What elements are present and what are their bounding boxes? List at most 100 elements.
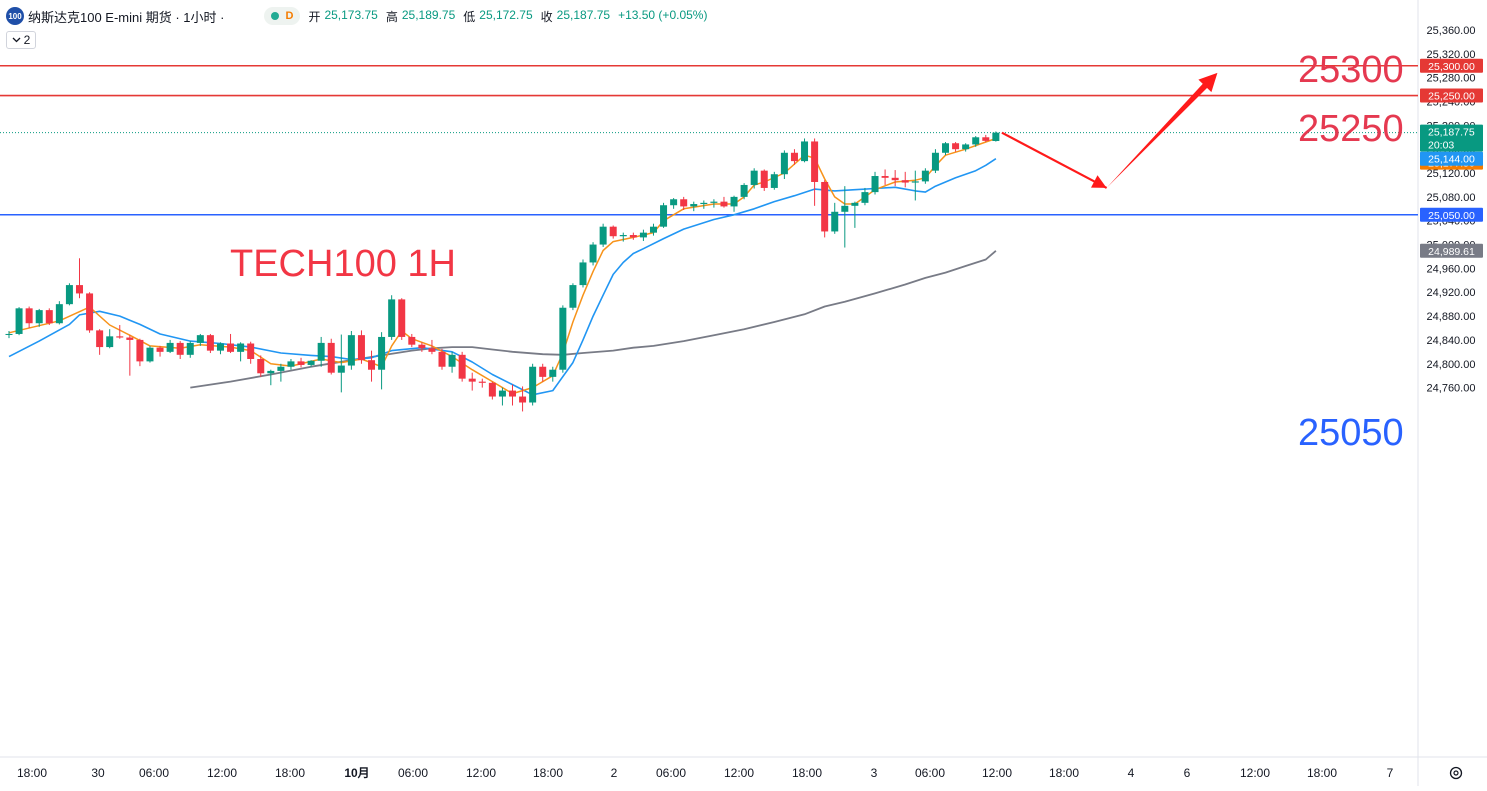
candle[interactable] xyxy=(760,169,768,191)
candle[interactable] xyxy=(589,242,597,266)
candle[interactable] xyxy=(942,142,950,156)
candle[interactable] xyxy=(196,333,204,346)
candle[interactable] xyxy=(579,259,587,288)
annotation-25250[interactable]: 25250 xyxy=(1298,108,1404,150)
candle[interactable] xyxy=(498,387,506,406)
projection-down-arrow[interactable] xyxy=(1001,131,1108,189)
candle[interactable] xyxy=(790,149,798,165)
candle[interactable] xyxy=(388,295,396,340)
candle[interactable] xyxy=(35,308,43,327)
candle[interactable] xyxy=(911,170,919,201)
candle[interactable] xyxy=(478,378,486,388)
candle[interactable] xyxy=(106,329,114,349)
candle[interactable] xyxy=(216,342,224,355)
candle[interactable] xyxy=(559,305,567,373)
candle[interactable] xyxy=(468,372,476,391)
candle[interactable] xyxy=(146,345,154,363)
candle[interactable] xyxy=(297,357,305,368)
candle[interactable] xyxy=(227,333,235,354)
candle[interactable] xyxy=(65,283,73,306)
candle[interactable] xyxy=(811,138,819,206)
candle[interactable] xyxy=(448,351,456,373)
candle[interactable] xyxy=(931,149,939,174)
candle[interactable] xyxy=(660,202,668,228)
candle[interactable] xyxy=(428,339,436,355)
candle[interactable] xyxy=(75,258,83,299)
candle[interactable] xyxy=(368,350,376,382)
ema-slow-line[interactable] xyxy=(190,250,997,389)
candle[interactable] xyxy=(156,345,164,357)
candle[interactable] xyxy=(287,358,295,370)
candle[interactable] xyxy=(529,363,537,406)
candle[interactable] xyxy=(770,171,778,190)
candle[interactable] xyxy=(680,196,688,210)
candle[interactable] xyxy=(670,198,678,209)
candle[interactable] xyxy=(740,183,748,200)
chart-label-text[interactable]: TECH100 1H xyxy=(230,243,456,285)
candle[interactable] xyxy=(337,334,345,393)
candle[interactable] xyxy=(861,187,869,206)
candle[interactable] xyxy=(458,351,466,382)
annotation-25300[interactable]: 25300 xyxy=(1298,49,1404,91)
candle[interactable] xyxy=(730,195,738,212)
candle[interactable] xyxy=(519,386,527,412)
candle[interactable] xyxy=(347,330,355,370)
candle[interactable] xyxy=(55,301,63,325)
candle[interactable] xyxy=(136,338,144,367)
candle[interactable] xyxy=(539,363,547,382)
market-status-pill[interactable]: D xyxy=(264,7,301,25)
ema-mid-line[interactable] xyxy=(8,158,997,396)
candle[interactable] xyxy=(982,134,990,143)
candle[interactable] xyxy=(186,341,194,358)
candle[interactable] xyxy=(357,330,365,364)
candle[interactable] xyxy=(780,150,788,179)
candle[interactable] xyxy=(549,366,557,382)
ema-price-tag[interactable] xyxy=(1420,243,1483,258)
candle[interactable] xyxy=(901,171,909,188)
candle[interactable] xyxy=(176,341,184,359)
candle[interactable] xyxy=(166,339,174,354)
candle[interactable] xyxy=(438,348,446,370)
level-tag-25250[interactable] xyxy=(1420,88,1483,103)
level-tag-25300[interactable] xyxy=(1420,58,1483,73)
candle[interactable] xyxy=(317,336,325,367)
candle[interactable] xyxy=(629,232,637,240)
projection-up-arrow[interactable] xyxy=(1106,82,1209,188)
candle[interactable] xyxy=(398,298,406,340)
candle[interactable] xyxy=(710,199,718,208)
candle[interactable] xyxy=(25,306,33,328)
indicators-toggle-button[interactable]: 2 xyxy=(6,31,36,49)
candle[interactable] xyxy=(831,202,839,234)
candle[interactable] xyxy=(257,355,265,377)
candle[interactable] xyxy=(307,360,315,367)
chart-settings-gear-icon[interactable] xyxy=(1449,766,1463,780)
last-price-tag[interactable] xyxy=(1420,124,1483,152)
candle[interactable] xyxy=(116,325,124,339)
symbol-badge[interactable]: 100 xyxy=(6,7,24,25)
candle[interactable] xyxy=(639,229,647,241)
ema-fast-line[interactable] xyxy=(8,137,997,395)
candle[interactable] xyxy=(690,201,698,212)
candle[interactable] xyxy=(237,342,245,362)
candle[interactable] xyxy=(247,341,255,364)
candle[interactable] xyxy=(921,168,929,184)
level-tag-25050[interactable] xyxy=(1420,207,1483,222)
candle[interactable] xyxy=(15,307,23,336)
candle[interactable] xyxy=(962,143,970,152)
candle[interactable] xyxy=(96,329,104,355)
candle[interactable] xyxy=(851,201,859,228)
ema-price-tag[interactable] xyxy=(1420,151,1483,166)
candle[interactable] xyxy=(609,225,617,239)
candle[interactable] xyxy=(126,335,134,376)
candle[interactable] xyxy=(881,169,889,185)
candle[interactable] xyxy=(649,223,657,236)
candle[interactable] xyxy=(509,384,516,406)
candle[interactable] xyxy=(408,333,416,348)
candle[interactable] xyxy=(619,232,627,242)
candle[interactable] xyxy=(841,186,849,248)
candle[interactable] xyxy=(821,180,829,238)
candle[interactable] xyxy=(45,308,53,326)
candle[interactable] xyxy=(891,170,899,187)
